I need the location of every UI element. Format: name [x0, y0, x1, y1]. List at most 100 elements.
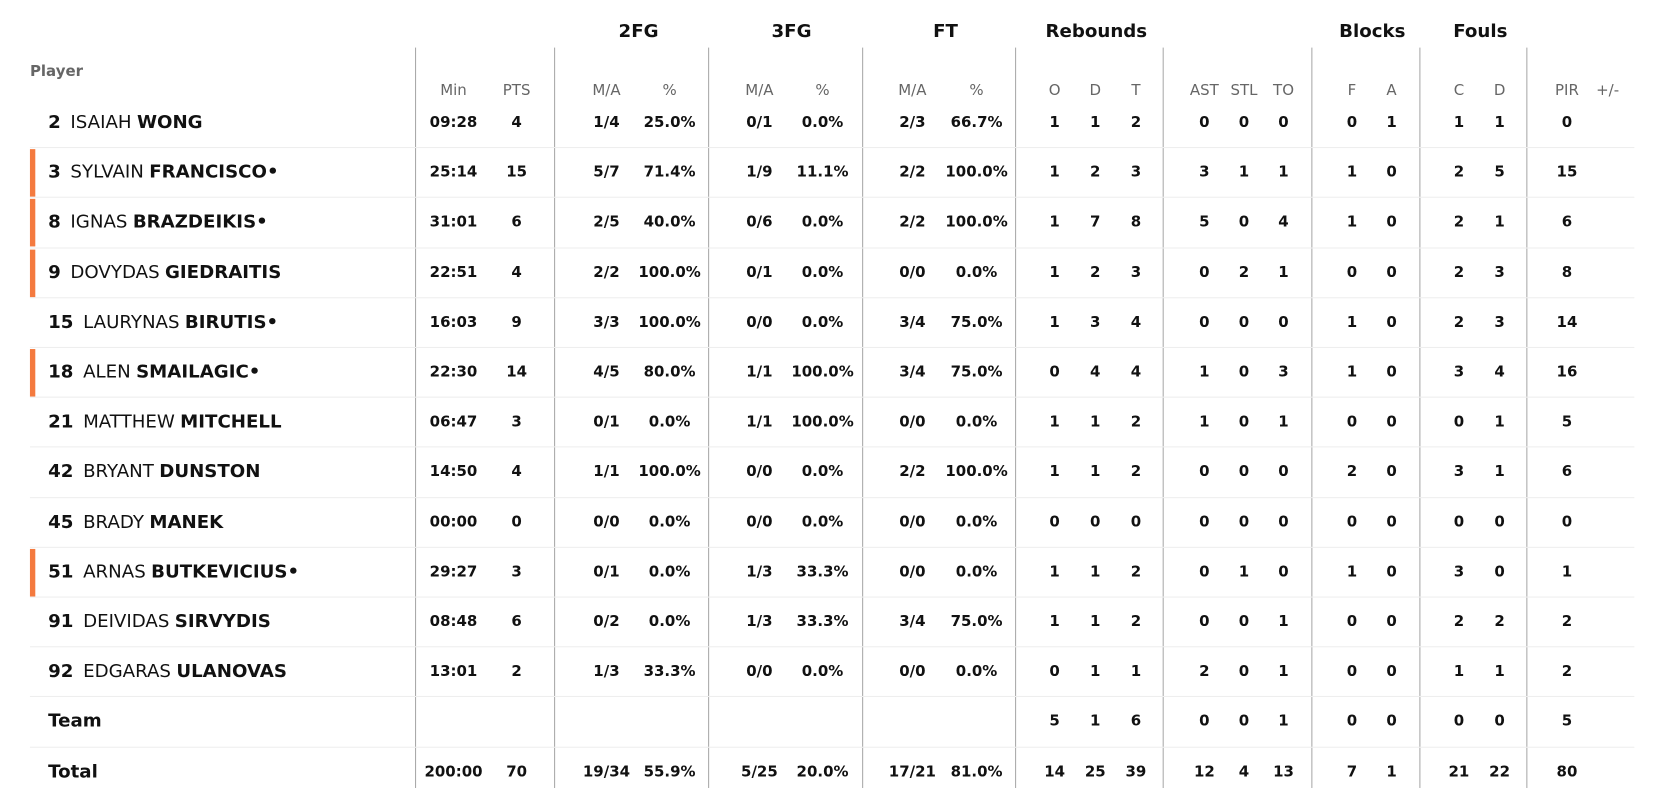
last-name: GIEDRAITIS: [164, 261, 282, 284]
stat-cell: 0: [1453, 713, 1465, 731]
row-divider: [29, 396, 1635, 398]
stat-cell: 1: [1090, 613, 1101, 631]
column-header: F: [1347, 82, 1357, 100]
stat-cell: 0.0%: [648, 413, 691, 431]
player-number: 9: [48, 261, 61, 284]
stat-cell: 0: [1130, 513, 1142, 531]
stat-cell: 3/4: [899, 613, 926, 631]
row-divider: [29, 546, 1635, 548]
stat-cell: 1/3: [746, 563, 773, 581]
stat-cell: 0.0%: [955, 563, 998, 581]
stat-cell: 0: [1049, 513, 1060, 531]
column-header: TO: [1273, 82, 1294, 100]
stat-cell: 2: [1130, 563, 1142, 581]
stat-cell: 1: [1346, 563, 1358, 581]
stat-cell: 0/1: [746, 263, 773, 281]
stat-cell: 1: [1199, 413, 1210, 431]
stat-cell: 2: [1238, 263, 1250, 281]
stat-cell: 1: [1049, 214, 1060, 231]
stat-cell: 75.0%: [950, 363, 1003, 381]
stat-cell: 22: [1489, 763, 1510, 781]
stat-cell: 3: [1453, 563, 1465, 581]
separator: [1419, 47, 1421, 788]
player-number: 91: [48, 611, 74, 633]
stat-cell: 2: [1453, 613, 1465, 631]
stat-cell: 0: [1238, 663, 1250, 681]
stat-cell: 0: [1346, 663, 1358, 681]
stat-cell: 0: [1199, 313, 1210, 331]
first-name: SYLVAIN: [70, 162, 144, 184]
stat-cell: 0.0%: [801, 663, 844, 681]
stat-cell: 22:30: [429, 363, 478, 381]
stat-cell: 66.7%: [950, 114, 1003, 132]
stat-cell: 0: [1561, 114, 1573, 132]
stat-cell: 1/1: [746, 413, 773, 431]
stat-cell: 2/2: [593, 263, 620, 281]
stat-cell: 2: [511, 663, 522, 681]
player-name: 15 LAURYNAS BIRUTIS•: [48, 312, 278, 333]
stat-cell: 0: [1561, 513, 1573, 531]
stat-cell: 0: [1278, 114, 1289, 132]
stat-cell: 5: [1494, 164, 1505, 182]
stat-cell: 4: [511, 114, 522, 132]
player-number: 42: [48, 461, 74, 483]
stat-cell: 1: [1238, 563, 1250, 581]
stat-cell: 5: [1561, 713, 1573, 731]
column-header: C: [1453, 82, 1465, 100]
stat-cell: 1: [1494, 663, 1505, 681]
last-name: BRAZDEIKIS•: [132, 211, 268, 234]
row-divider: [29, 247, 1635, 249]
stat-cell: 0: [1386, 214, 1397, 231]
stat-cell: 2: [1453, 263, 1465, 281]
row-divider: [29, 446, 1635, 448]
stat-cell: 3: [1494, 263, 1505, 281]
first-name: ALEN: [83, 361, 131, 383]
group-header: 2FG: [618, 21, 659, 43]
stat-cell: 100.0%: [791, 363, 854, 381]
stat-cell: 0.0%: [955, 663, 998, 681]
first-name: DOVYDAS: [70, 261, 160, 284]
stat-cell: 1/4: [593, 114, 620, 132]
stat-cell: 25:14: [429, 164, 478, 182]
last-name: BUTKEVICIUS•: [151, 561, 300, 583]
stat-cell: 0: [1386, 313, 1397, 331]
stat-cell: 4/5: [593, 363, 620, 381]
stat-cell: 14: [1044, 763, 1066, 781]
column-header: Min: [440, 82, 467, 100]
stat-cell: 1/1: [746, 363, 773, 381]
stat-cell: 1/1: [593, 463, 620, 481]
stat-cell: 0/0: [593, 513, 620, 531]
stat-cell: 4: [1090, 363, 1101, 381]
stat-cell: 2/2: [899, 164, 926, 182]
stat-cell: 6: [511, 214, 522, 231]
player-name: 21 MATTHEW MITCHELL: [48, 412, 281, 433]
player-number: 8: [48, 211, 61, 234]
stat-cell: 75.0%: [950, 613, 1003, 631]
stat-cell: 0.0%: [955, 413, 998, 431]
player-name: 18 ALEN SMAILAGIC•: [48, 362, 260, 383]
stat-cell: 3: [511, 413, 522, 431]
stat-cell: 1: [1494, 114, 1505, 132]
stat-cell: 1: [1238, 164, 1250, 182]
row-label: Team: [48, 711, 102, 733]
starter-marker: [29, 548, 36, 597]
stat-cell: 100.0%: [638, 463, 701, 481]
first-name: BRYANT: [83, 461, 154, 483]
first-name: BRADY: [83, 511, 145, 533]
separator: [1526, 47, 1528, 788]
stat-cell: 0.0%: [955, 263, 998, 281]
stat-cell: 1: [1386, 114, 1397, 132]
last-name: FRANCISCO•: [149, 162, 279, 184]
stat-cell: 100.0%: [945, 214, 1008, 231]
column-header: PTS: [502, 82, 531, 100]
player-number: 51: [48, 561, 74, 583]
stat-cell: 3/4: [899, 313, 926, 331]
stat-cell: 71.4%: [643, 164, 696, 182]
stat-cell: 2: [1130, 613, 1142, 631]
stat-cell: 3: [1278, 363, 1289, 381]
stat-cell: 31:01: [429, 214, 478, 231]
stat-cell: 2: [1346, 463, 1358, 481]
stat-cell: 0: [511, 513, 522, 531]
stat-cell: 3: [1130, 164, 1142, 182]
stat-cell: 12: [1193, 763, 1215, 781]
